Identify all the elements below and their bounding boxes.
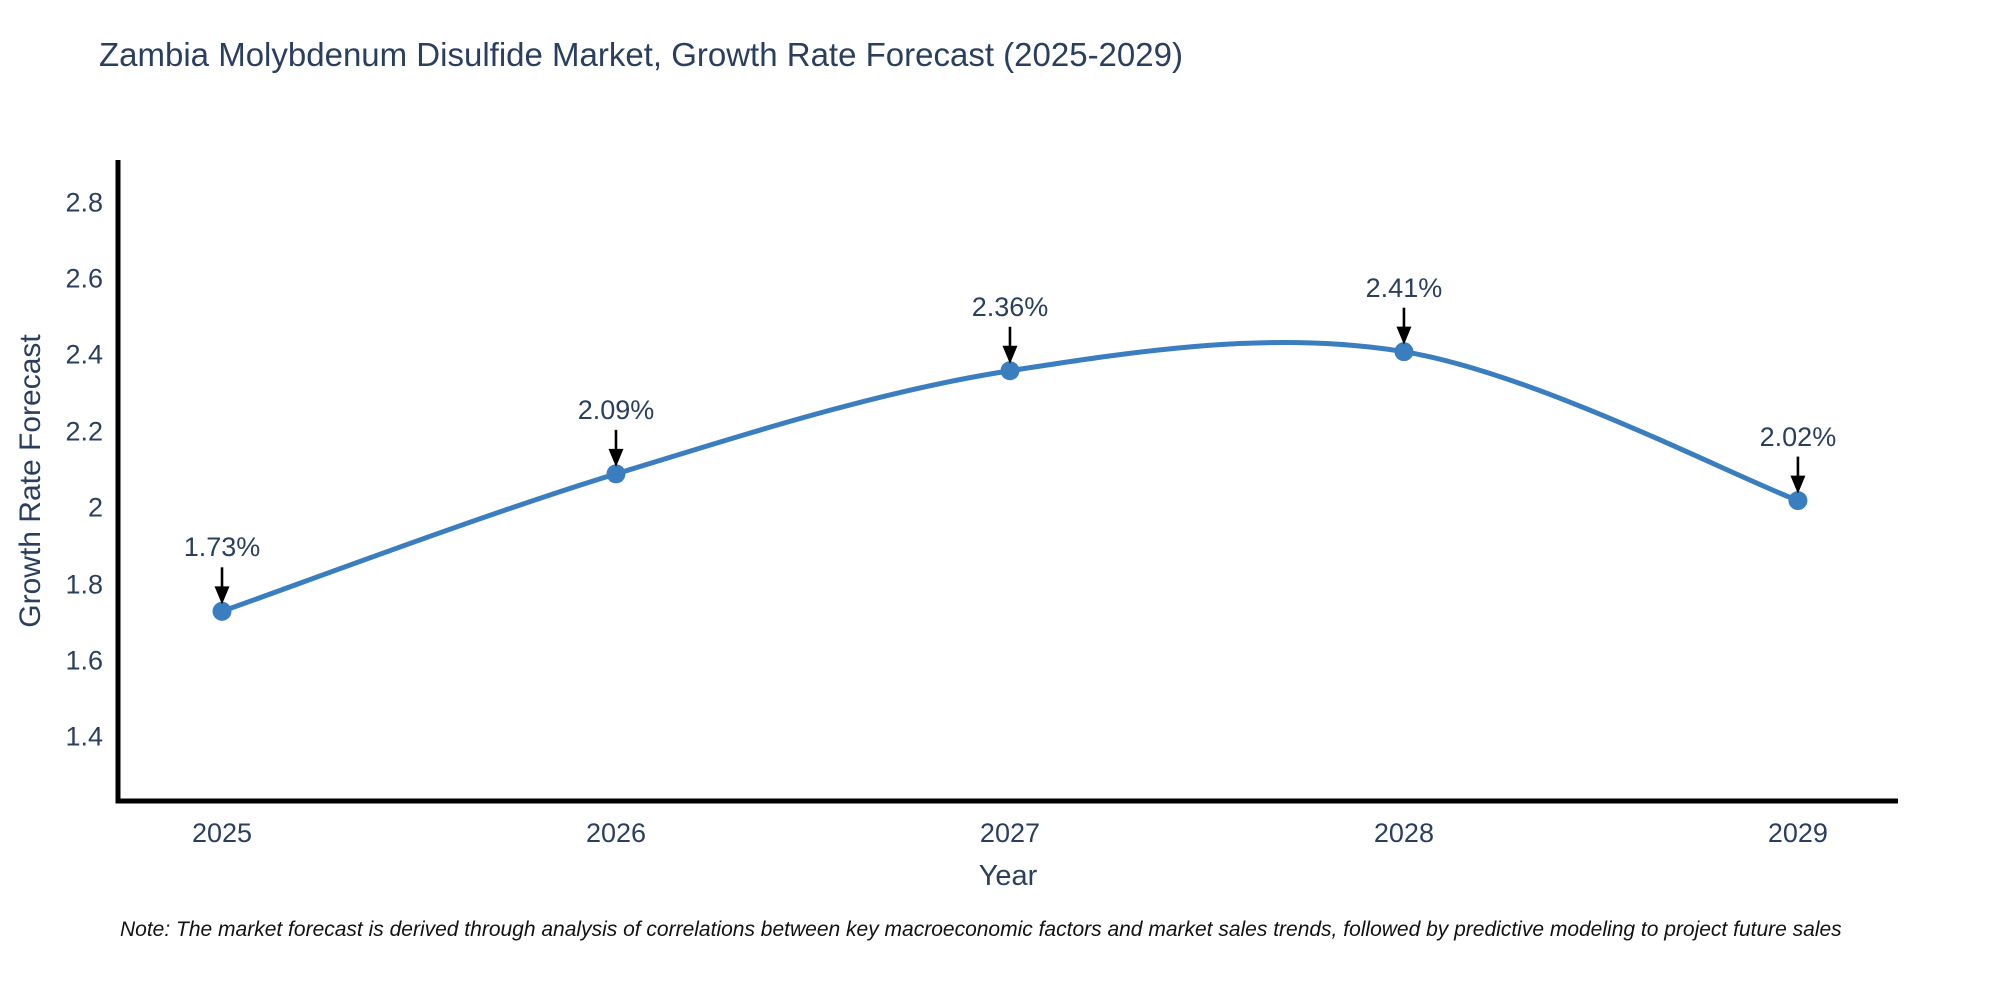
x-tick-label: 2026 [585,818,647,848]
annotation-arrowhead-icon [1002,345,1018,364]
annotation-arrowhead-icon [1790,475,1806,494]
y-axis-title: Growth Rate Forecast [14,334,47,628]
x-tick-label: 2028 [1373,818,1434,848]
y-tick-label: 2.4 [65,339,103,370]
chart-title: Zambia Molybdenum Disulfide Market, Grow… [99,36,1183,73]
data-point-label: 2.41% [1365,272,1443,303]
footnote: Note: The market forecast is derived thr… [120,918,1842,941]
x-tick-label: 2025 [191,818,253,848]
y-tick-label: 2.2 [65,416,103,447]
y-tick-label: 1.6 [65,645,103,676]
data-point-marker [1394,342,1414,362]
x-axis-title: Year [978,860,1038,892]
annotation-arrowhead-icon [1396,326,1412,345]
annotation-arrowhead-icon [214,586,230,605]
x-tick-label: 2029 [1767,818,1828,848]
y-tick-label: 2.8 [65,187,103,218]
y-tick-label: 2.6 [65,263,103,294]
data-point-marker [212,601,232,621]
forecast-line-series [219,339,1801,614]
x-tick-label: 2027 [979,818,1041,848]
data-point-label: 2.09% [577,394,655,425]
data-point-marker [1788,491,1808,511]
axis-lines [115,160,1898,804]
y-tick-label: 1.8 [65,569,103,600]
data-point-label: 2.36% [971,291,1049,322]
y-tick-label: 2 [87,492,103,523]
data-point-label: 2.02% [1759,421,1837,452]
data-point-label: 1.73% [183,532,261,563]
annotation-arrowhead-icon [608,448,624,467]
data-point-marker [606,464,626,484]
data-point-marker [1000,361,1020,381]
y-tick-label: 1.4 [65,721,103,752]
